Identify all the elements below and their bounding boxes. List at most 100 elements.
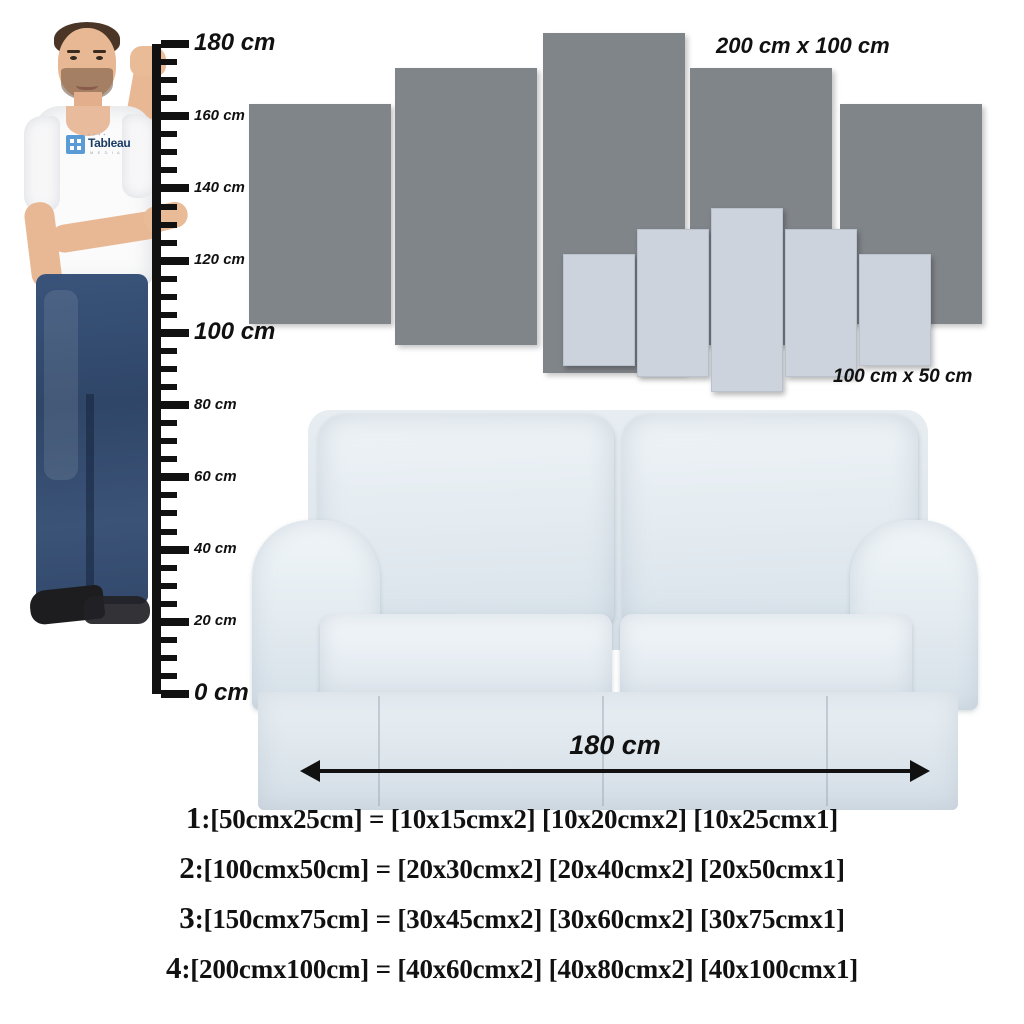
small-panel-1 (563, 254, 635, 366)
ruler-tick-minor (161, 239, 177, 246)
ruler-tick-major (161, 545, 189, 554)
size-breakdown-table: 1:[50cmx25cm] = [10x15cmx2] [10x20cmx2] … (0, 800, 1024, 1000)
canvas-panel-group (0, 0, 1024, 420)
sofa-illustration (250, 392, 980, 810)
panel-2 (395, 68, 537, 345)
person-smile (76, 78, 98, 90)
ruler-tick-minor (161, 95, 177, 102)
ruler-label: 180 cm (194, 29, 276, 57)
ruler-tick-minor (161, 528, 177, 535)
ruler-tick-minor (161, 672, 177, 679)
ruler-tick-minor (161, 456, 177, 463)
ruler-tick-minor (161, 203, 177, 210)
size-row: 4:[200cmx100cm] = [40x60cmx2] [40x80cmx2… (0, 950, 1024, 1000)
dimension-line (316, 769, 914, 773)
sofa-skirt-fold (602, 696, 604, 806)
ruler-tick-minor (161, 347, 177, 354)
ruler-tick-minor (161, 384, 177, 391)
tableau-logo-dots: ▪ ▪ ▪ ▪ (88, 132, 107, 138)
tableau-mark-icon (66, 135, 85, 154)
ruler-tick-minor (161, 510, 177, 517)
size-row: 3:[150cmx75cm] = [30x45cmx2] [30x60cmx2]… (0, 900, 1024, 950)
ruler-tick-major (161, 690, 189, 698)
ruler-tick-major (161, 617, 189, 626)
ruler-tick-minor (161, 221, 177, 228)
arrow-right-icon (910, 760, 930, 782)
ruler-label: 60 cm (194, 468, 237, 486)
ruler-tick-major (161, 184, 189, 193)
ruler-tick-major (161, 328, 189, 337)
sofa-skirt-fold (378, 696, 380, 806)
ruler-label: 40 cm (194, 540, 237, 558)
person-collar (66, 106, 110, 136)
ruler-label: 160 cm (194, 106, 245, 124)
size-row-text: :[100cmx50cm] = [20x30cmx2] [20x40cmx2] … (194, 854, 845, 884)
sofa-seat-cushion-right (620, 614, 912, 700)
person-sleeve-right (122, 114, 156, 198)
ruler-tick-major (161, 256, 189, 265)
ruler-tick-minor (161, 564, 177, 571)
person-eye-left (70, 56, 77, 60)
ruler-tick-minor (161, 59, 177, 66)
ruler-tick-minor (161, 366, 177, 372)
person-jeans (36, 274, 148, 604)
ruler-tick-minor (161, 438, 177, 445)
size-row-text: :[150cmx75cm] = [30x45cmx2] [30x60cmx2] … (194, 904, 845, 934)
ruler-tick-minor (161, 149, 177, 156)
ruler-tick-major (161, 473, 189, 482)
ruler-label: 0 cm (194, 679, 249, 707)
size-row-index: 1 (185, 800, 202, 835)
ruler-tick-minor (161, 311, 177, 318)
arrow-left-icon (300, 760, 320, 782)
ruler-tick-minor (161, 582, 177, 589)
person-eyebrow-left (67, 50, 80, 53)
size-row-text: :[200cmx100cm] = [40x60cmx2] [40x80cmx2]… (181, 954, 859, 984)
size-row: 2:[100cmx50cm] = [20x30cmx2] [20x40cmx2]… (0, 850, 1024, 900)
ruler-tick-minor (161, 167, 177, 174)
sofa-skirt (258, 692, 958, 810)
size-row-index: 4 (165, 950, 182, 985)
small-panel-5 (859, 254, 931, 366)
ruler-label: 80 cm (194, 395, 237, 413)
sofa-skirt-fold (826, 696, 828, 806)
ruler-tick-minor (161, 636, 177, 643)
large-set-size-label: 200 cm x 100 cm (716, 33, 890, 58)
ruler-label: 120 cm (194, 251, 245, 269)
ruler-tick-minor (161, 275, 177, 282)
tableau-logo-text: Tableau (88, 136, 131, 150)
ruler-label: 140 cm (194, 179, 245, 197)
ruler-spine (152, 44, 161, 694)
size-row-text: :[50cmx25cm] = [10x15cmx2] [10x20cmx2] [… (201, 804, 839, 834)
small-panel-2 (637, 229, 709, 377)
sofa-width-label: 180 cm (569, 730, 661, 760)
ruler-tick-minor (161, 492, 177, 499)
small-panel-3 (711, 208, 783, 392)
ruler-tick-major (161, 401, 189, 410)
person-illustration: ▪ ▪ ▪ ▪ Tableau M E D I A (18, 22, 191, 712)
ruler-label: 20 cm (194, 612, 237, 630)
ruler-tick-minor (161, 654, 177, 661)
sofa-width-dimension: 180 cm (300, 730, 930, 788)
size-row: 1:[50cmx25cm] = [10x15cmx2] [10x20cmx2] … (0, 800, 1024, 850)
person-shoe-right (84, 596, 150, 624)
tableau-logo-subtext: M E D I A (90, 150, 122, 155)
ruler-tick-minor (161, 600, 177, 607)
ruler-tick-minor (161, 77, 177, 84)
person-jeans-highlight (44, 290, 78, 480)
small-set-size-label: 100 cm x 50 cm (833, 366, 973, 387)
size-row-index: 2 (179, 850, 195, 885)
ruler-tick-major (161, 40, 189, 48)
ruler-tick-minor (161, 293, 177, 300)
height-ruler: 180 cm 160 cm 140 cm 120 cm 100 cm 80 cm 60 cm… (152, 29, 275, 706)
sofa-seat-cushion-left (320, 614, 612, 700)
person-eyebrow-right (93, 50, 106, 53)
ruler-tick-minor (161, 420, 177, 427)
person-sleeve-left (24, 116, 60, 212)
ruler-tick-major (161, 112, 189, 121)
tableau-logo: ▪ ▪ ▪ ▪ Tableau M E D I A (66, 132, 140, 158)
size-row-index: 3 (179, 900, 195, 935)
ruler-tick-minor (161, 131, 177, 138)
person-eye-right (96, 56, 103, 60)
small-panel-4 (785, 229, 857, 377)
